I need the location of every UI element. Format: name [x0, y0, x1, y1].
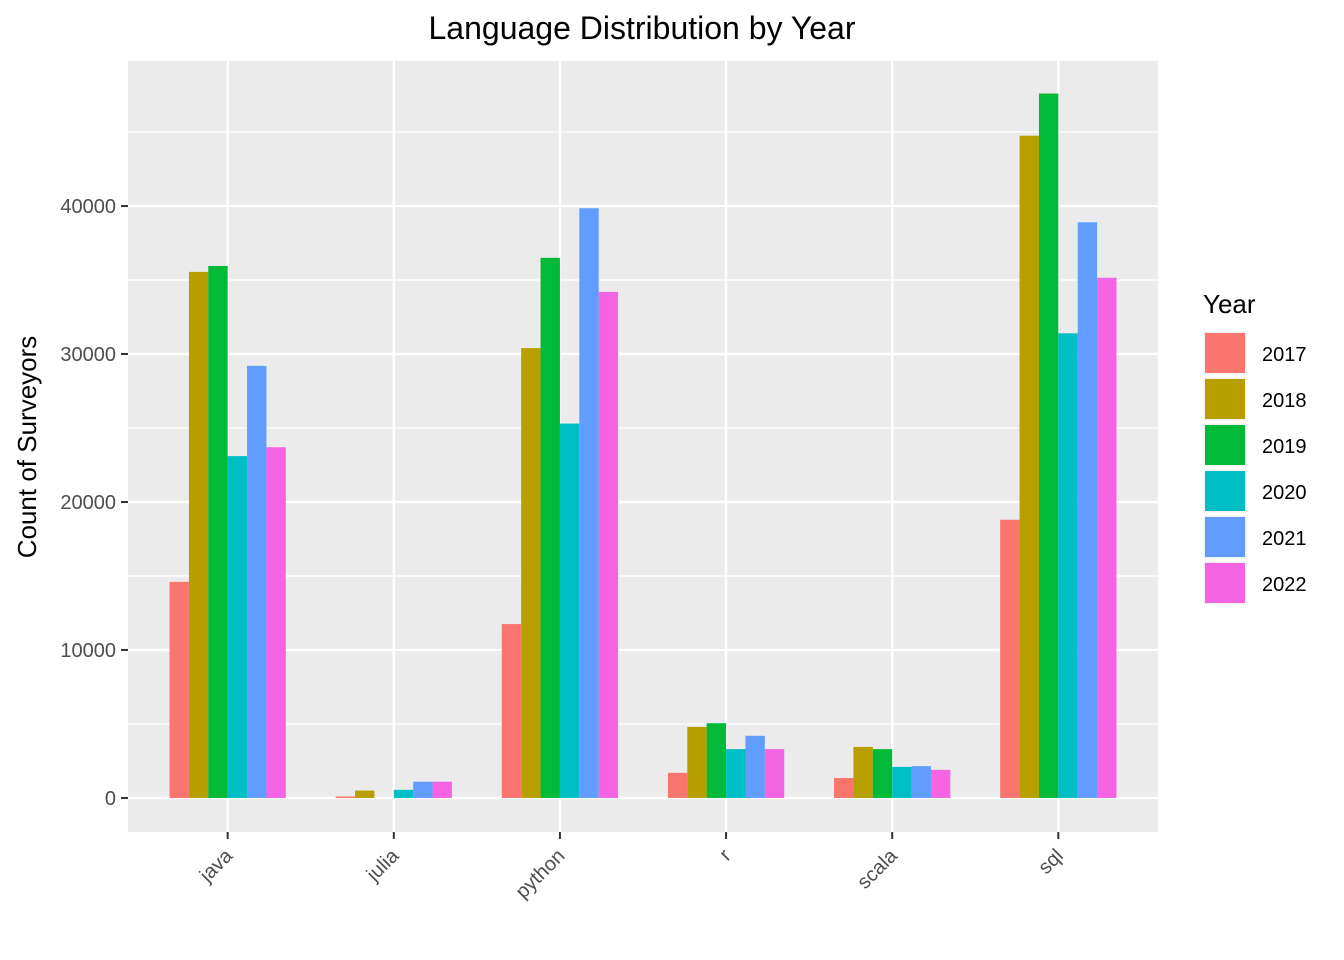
bar-java-2019	[208, 265, 228, 798]
bar-python-2022	[598, 291, 619, 798]
bar-scala-2020	[892, 766, 912, 798]
legend-label-2019: 2019	[1262, 436, 1307, 458]
chart-title: Language Distribution by Year	[429, 10, 856, 46]
bar-sql-2019	[1038, 93, 1059, 798]
y-tick-label: 30000	[60, 344, 116, 366]
bar-python-2017	[501, 624, 522, 798]
legend-label-2020: 2020	[1262, 482, 1307, 504]
bar-python-2019	[540, 257, 560, 798]
legend-swatch-2018	[1205, 379, 1245, 419]
bar-julia-2018	[355, 790, 375, 798]
legend-swatch-2020	[1205, 471, 1245, 511]
bar-java-2022	[266, 447, 286, 798]
bar-sql-2021	[1077, 222, 1098, 798]
bar-scala-2019	[872, 749, 893, 798]
bars-layer	[169, 93, 1117, 798]
y-axis: 0 10000 20000 30000 40000	[60, 196, 128, 810]
plot-panel	[128, 61, 1158, 832]
bar-sql-2020	[1058, 333, 1078, 798]
y-tick-label: 20000	[60, 492, 116, 514]
bar-julia-2022	[432, 781, 452, 798]
legend-label-2022: 2022	[1262, 574, 1307, 596]
bar-julia-2017	[335, 796, 356, 798]
legend-items: 2017 2018 2019 2020 2021 2022	[1202, 330, 1307, 606]
bar-java-2018	[188, 271, 209, 798]
legend-title: Year	[1203, 289, 1256, 319]
bar-r-2017	[667, 772, 688, 798]
bar-python-2018	[521, 348, 541, 798]
bar-sql-2022	[1097, 277, 1117, 798]
legend-swatch-2019	[1205, 425, 1245, 465]
bar-scala-2017	[834, 777, 854, 798]
bar-r-2021	[745, 735, 765, 798]
bar-sql-2018	[1019, 135, 1039, 798]
bar-r-2019	[706, 723, 727, 798]
bar-java-2020	[227, 456, 248, 798]
y-tick-label: 0	[105, 788, 116, 810]
bar-java-2021	[247, 365, 267, 798]
legend-swatch-2017	[1205, 333, 1245, 373]
bar-r-2020	[726, 749, 746, 798]
minor-gridlines	[128, 131, 1158, 725]
y-tick-label: 10000	[60, 640, 116, 662]
bar-python-2021	[579, 208, 599, 798]
legend-swatch-2022	[1205, 563, 1245, 603]
bar-scala-2021	[911, 766, 931, 798]
legend-swatch-2021	[1205, 517, 1245, 557]
bar-scala-2018	[853, 746, 873, 798]
y-axis-title: Count of Surveyors	[12, 336, 42, 559]
bar-r-2022	[764, 749, 785, 798]
legend-label-2021: 2021	[1262, 528, 1307, 550]
bar-python-2020	[559, 423, 580, 798]
legend: Year 2017 2018 2019 2020 2021 2022	[1202, 289, 1307, 606]
legend-label-2018: 2018	[1262, 390, 1307, 412]
y-tick-label: 40000	[60, 196, 116, 218]
bar-sql-2017	[1000, 519, 1020, 798]
legend-label-2017: 2017	[1262, 344, 1307, 366]
bar-r-2018	[687, 726, 707, 798]
bar-java-2017	[169, 581, 189, 798]
bar-julia-2020	[393, 789, 414, 798]
bar-scala-2022	[930, 769, 951, 798]
bar-julia-2021	[413, 781, 433, 798]
